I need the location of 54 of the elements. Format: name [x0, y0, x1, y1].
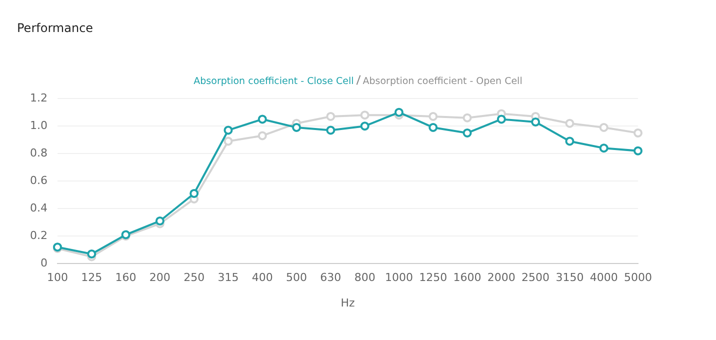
point [326, 126, 336, 135]
y-tick-label: 0.4 [30, 201, 48, 214]
x-tick-label: 2500 [522, 271, 550, 284]
point [326, 112, 336, 121]
x-tick-label: 1000 [384, 271, 413, 284]
x-tick-label: 5000 [624, 271, 652, 284]
x-tick-label: 1600 [453, 271, 482, 284]
x-tick-label: 630 [320, 271, 342, 284]
point [634, 128, 643, 138]
x-tick-label: 315 [218, 271, 239, 284]
point [428, 122, 438, 132]
x-tick-label: 3150 [556, 271, 584, 284]
x-axis-title: Hz [340, 296, 355, 310]
point [462, 113, 472, 122]
point [224, 126, 233, 135]
point [565, 136, 574, 146]
point [531, 117, 540, 126]
x-tick-label: 800 [354, 271, 376, 284]
x-tick-label: 1250 [419, 271, 448, 284]
point [496, 114, 506, 124]
point [360, 110, 370, 120]
y-tick-label: 0.8 [30, 146, 48, 160]
point [394, 108, 404, 117]
x-tick-label: 4000 [590, 271, 618, 284]
point [224, 136, 233, 146]
point [190, 188, 199, 198]
point [462, 128, 472, 138]
text: Absorption coefficient - Open Cell [362, 76, 522, 87]
point [155, 216, 164, 226]
chart-title: Performance [17, 21, 94, 35]
x-tick-label: 250 [184, 271, 205, 284]
point [599, 122, 608, 132]
point [87, 249, 96, 258]
point [599, 144, 608, 153]
text: Absorption coefficient - Close Cell [194, 76, 354, 87]
x-tick-label: 100 [46, 271, 68, 284]
x-tick-label: 160 [115, 271, 136, 284]
point [565, 118, 574, 128]
point [258, 131, 267, 140]
point [634, 146, 643, 156]
x-tick-label: 200 [149, 271, 170, 284]
x-tick-label: 400 [252, 271, 273, 284]
x-tick-label: 500 [286, 271, 308, 284]
point [428, 112, 438, 121]
x-tick-label: 2000 [487, 271, 516, 284]
point [292, 122, 302, 132]
point [258, 114, 267, 124]
y-tick-label: 0 [40, 256, 48, 270]
y-tick-label: 1.2 [30, 91, 48, 104]
y-tick-label: 0.6 [30, 174, 48, 187]
y-tick-label: 1.0 [30, 118, 48, 132]
y-tick-label: 0.2 [30, 228, 48, 242]
x-tick-label: 125 [81, 271, 102, 284]
point [360, 122, 370, 131]
